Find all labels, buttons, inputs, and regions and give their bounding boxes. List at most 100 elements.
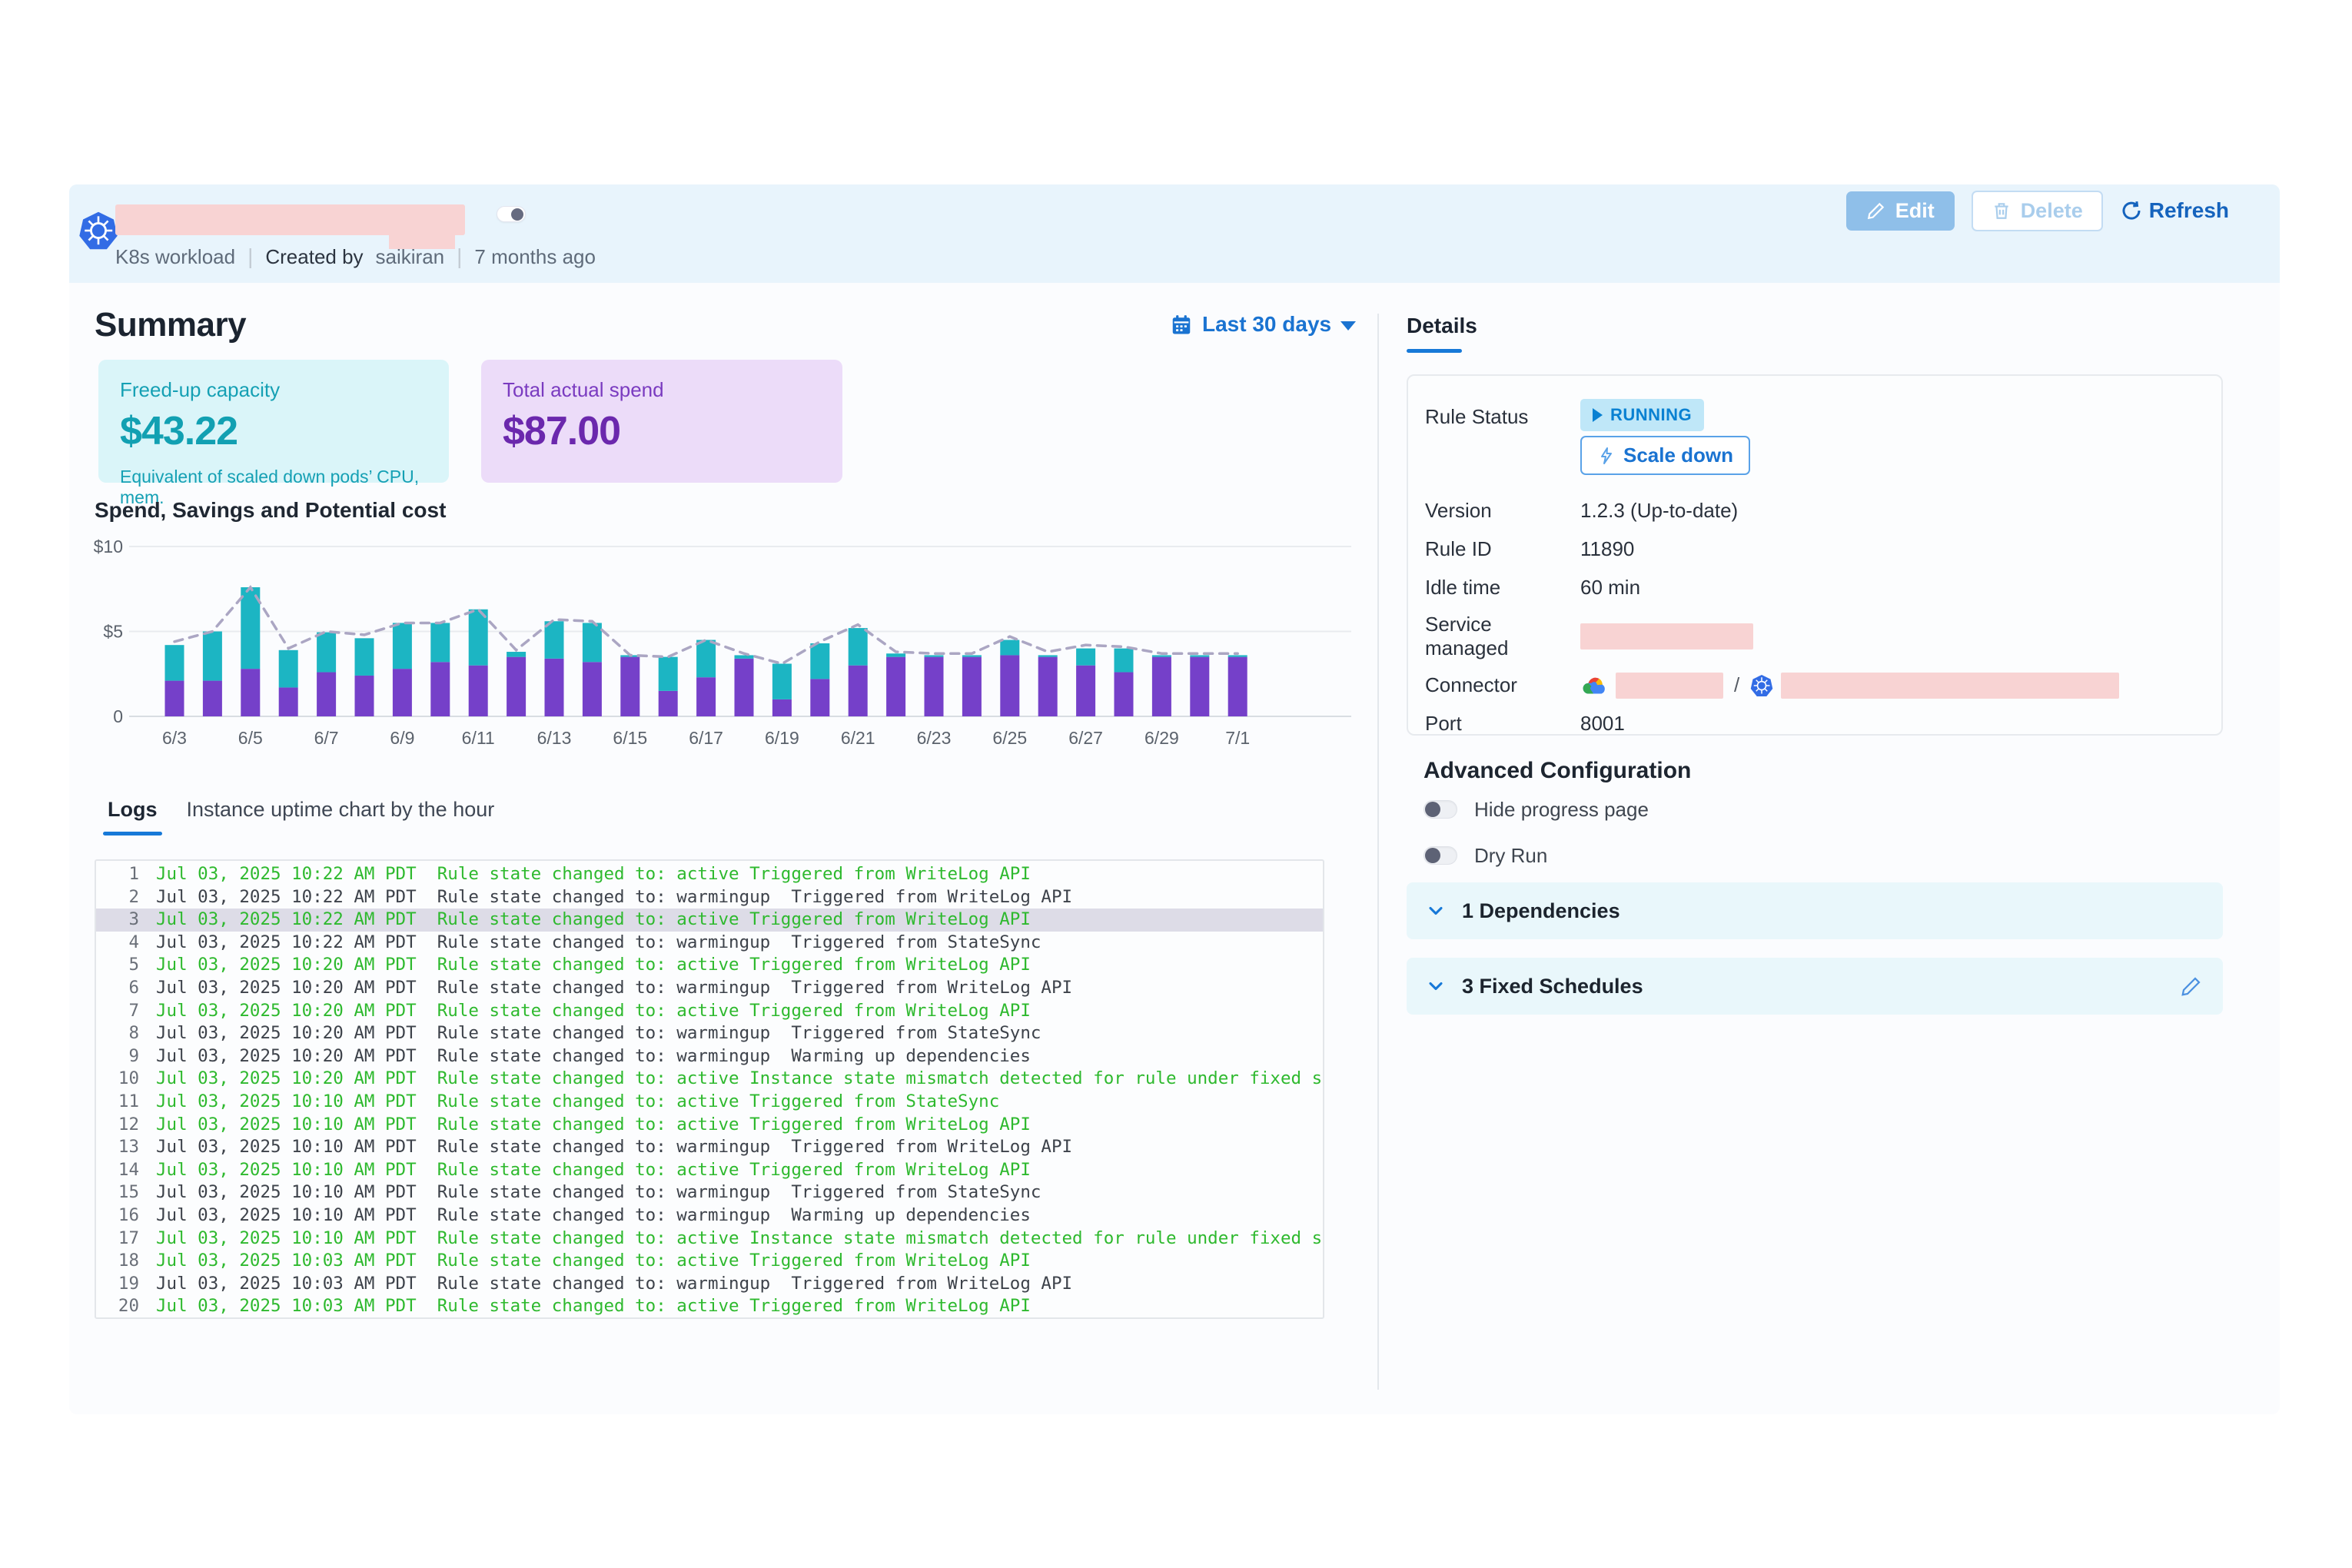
x-axis-tick: 6/11 [462,728,495,748]
tab-instance-uptime[interactable]: Instance uptime chart by the hour [186,798,495,821]
bar-savings [658,656,678,691]
log-message: Jul 03, 2025 10:10 AM PDT Rule state cha… [156,1182,1041,1203]
tab-underline [103,832,162,835]
card-note: Equivalent of scaled down pods’ CPU, mem… [120,467,420,507]
log-row[interactable]: 2 Jul 03, 2025 10:22 AM PDT Rule state ch… [96,886,1323,909]
chevron-down-icon [1429,906,1443,915]
log-line-number: 14 [118,1159,139,1180]
log-row[interactable]: 11 Jul 03, 2025 10:10 AM PDT Rule state c… [96,1091,1323,1114]
workload-enabled-toggle[interactable] [497,206,526,222]
toggle-label: Dry Run [1474,843,1548,867]
gcp-icon [1583,677,1605,693]
header-actions: Edit Delete Refresh [1845,189,2229,232]
card-label: Total actual spend [503,378,664,401]
card-value: $87.00 [503,409,621,453]
log-row[interactable]: 10 Jul 03, 2025 10:20 AM PDT Rule state c… [96,1068,1323,1091]
detail-value: 60 min [1580,576,1641,599]
toggle-pill [1423,800,1457,819]
date-range-value: Last 30 days [1202,312,1332,336]
bar-spend [164,680,184,716]
bar-spend [202,680,222,716]
bar-spend [241,669,261,716]
bar-savings [962,655,982,657]
edit-button[interactable]: Edit [1845,191,1955,231]
bar-savings [696,639,716,678]
bar-spend [810,679,830,716]
log-row[interactable]: 4 Jul 03, 2025 10:22 AM PDT Rule state ch… [96,932,1323,955]
log-message: Jul 03, 2025 10:03 AM PDT Rule state cha… [156,1296,1031,1317]
log-row[interactable]: 6 Jul 03, 2025 10:20 AM PDT Rule state ch… [96,977,1323,1000]
calendar-icon [1172,315,1191,334]
log-row[interactable]: 8 Jul 03, 2025 10:20 AM PDT Rule state ch… [96,1022,1323,1045]
card-label: Freed-up capacity [120,378,281,401]
refresh-button[interactable]: Refresh [2120,198,2229,223]
scale-down-button[interactable]: Scale down [1580,436,1751,475]
log-row[interactable]: 1 Jul 03, 2025 10:22 AM PDT Rule state ch… [96,863,1323,886]
trash-icon [1995,203,2008,219]
status-badge: RUNNING [1580,399,1705,431]
edit-pencil-icon[interactable] [2180,975,2203,998]
advanced-configuration-title: Advanced Configuration [1423,758,1692,783]
bar-savings [1000,639,1020,656]
toggle-knob [511,208,523,221]
y-axis-tick: 0 [113,706,123,726]
log-message: Jul 03, 2025 10:03 AM PDT Rule state cha… [156,1273,1073,1294]
log-row[interactable]: 16 Jul 03, 2025 10:10 AM PDT Rule state c… [96,1204,1323,1227]
log-row[interactable]: 9 Jul 03, 2025 10:20 AM PDT Rule state ch… [96,1045,1323,1068]
delete-button[interactable]: Delete [1971,190,2103,231]
tab-details[interactable]: Details [1407,314,1477,337]
detail-row: Service managed [1425,613,2221,660]
bar-spend [886,656,906,716]
bar-savings [848,628,868,666]
date-range-selector[interactable]: Last 30 days [1170,312,1357,337]
log-message: Jul 03, 2025 10:10 AM PDT Rule state cha… [156,1204,1031,1225]
log-row[interactable]: 7 Jul 03, 2025 10:20 AM PDT Rule state ch… [96,1000,1323,1023]
detail-label: Idle time [1425,576,1501,599]
log-row[interactable]: 15 Jul 03, 2025 10:10 AM PDT Rule state c… [96,1181,1323,1204]
panel-3-fixed-schedules[interactable]: 3 Fixed Schedules [1407,958,2223,1015]
x-axis-tick: 6/9 [390,728,414,748]
log-message: Jul 03, 2025 10:22 AM PDT Rule state cha… [156,886,1073,907]
toggle-knob [1425,802,1440,817]
panel-1-dependencies[interactable]: 1 Dependencies [1407,882,2223,939]
chart-title: Spend, Savings and Potential cost [95,498,447,522]
detail-value: 1.2.3 (Up-to-date) [1580,499,1739,522]
log-line-number: 8 [128,1023,139,1044]
detail-value: 11890 [1580,537,1635,560]
log-row[interactable]: 17 Jul 03, 2025 10:10 AM PDT Rule state c… [96,1227,1323,1251]
log-list: 1 Jul 03, 2025 10:22 AM PDT Rule state ch… [95,859,1324,1319]
workload-title-redacted-2 [389,234,455,249]
log-row[interactable]: 14 Jul 03, 2025 10:10 AM PDT Rule state c… [96,1159,1323,1182]
bar-spend [392,669,412,716]
bar-spend [924,656,944,716]
toggle-hide-progress-page[interactable]: Hide progress page [1423,796,1649,822]
tab-logs[interactable]: Logs [103,798,162,835]
log-row[interactable]: 3 Jul 03, 2025 10:22 AM PDT Rule state ch… [96,909,1323,932]
bar-spend [278,687,298,716]
log-row[interactable]: 5 Jul 03, 2025 10:20 AM PDT Rule state ch… [96,954,1323,977]
log-line-number: 6 [128,977,139,998]
log-row[interactable]: 18 Jul 03, 2025 10:03 AM PDT Rule state c… [96,1250,1323,1273]
bar-savings [772,663,792,699]
divider: | [457,244,463,268]
log-row[interactable]: 12 Jul 03, 2025 10:10 AM PDT Rule state c… [96,1114,1323,1137]
x-axis-tick: 6/29 [1144,728,1179,748]
advanced-toggles: Hide progress page Dry Run [1423,796,1649,889]
detail-value: 8001 [1580,712,1625,735]
log-message: Jul 03, 2025 10:03 AM PDT Rule state cha… [156,1251,1031,1271]
log-message: Jul 03, 2025 10:20 AM PDT Rule state cha… [156,1045,1031,1066]
log-row[interactable]: 13 Jul 03, 2025 10:10 AM PDT Rule state c… [96,1136,1323,1159]
created-by-label: Created by [265,244,364,268]
log-line-number: 20 [118,1296,139,1317]
detail-row: Version 1.2.3 (Up-to-date) [1425,497,2221,524]
log-message: Jul 03, 2025 10:10 AM PDT Rule state cha… [156,1227,1323,1248]
kubernetes-icon [79,211,118,250]
log-line-number: 15 [118,1182,139,1203]
log-row[interactable]: 19 Jul 03, 2025 10:03 AM PDT Rule state c… [96,1273,1323,1296]
log-row[interactable]: 20 Jul 03, 2025 10:03 AM PDT Rule state c… [96,1295,1323,1317]
toggle-dry-run[interactable]: Dry Run [1423,842,1649,869]
bar-spend [696,677,716,716]
bar-savings [164,645,184,681]
bar-savings [278,649,298,688]
